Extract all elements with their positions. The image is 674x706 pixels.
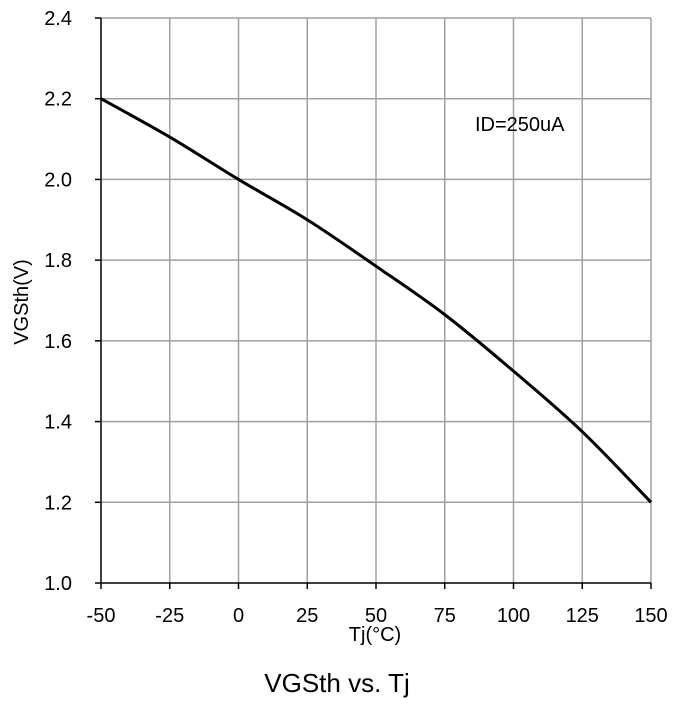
x-tick-label: 50: [365, 605, 387, 627]
series-group: [100, 97, 653, 504]
x-axis-label: Tj(°C): [349, 624, 401, 646]
x-tick-label: 0: [233, 605, 244, 627]
x-tick-labels: -50 -25 0 25 50 75 100 125 150: [87, 605, 668, 627]
chart-title: VGSth vs. Tj: [264, 668, 410, 698]
annotation-label: ID=250uA: [475, 114, 565, 136]
y-axis-label: VGSth(V): [11, 259, 33, 345]
y-tick-label: 1.8: [44, 250, 72, 272]
y-tick-label: 2.4: [44, 8, 72, 30]
y-tick-label: 2.0: [44, 169, 72, 191]
x-tick-label: 125: [566, 605, 599, 627]
y-tick-label: 2.2: [44, 89, 72, 111]
axes: [95, 17, 652, 589]
x-tick-label: -50: [87, 605, 116, 627]
x-tick-label: 100: [497, 605, 530, 627]
y-tick-label: 1.4: [44, 412, 72, 434]
y-tick-label: 1.6: [44, 331, 72, 353]
chart: -50 -25 0 25 50 75 100 125 150 1.0 1.2 1.4 1.6 1.8 2.…: [11, 8, 668, 646]
y-tick-label: 1.2: [44, 492, 72, 514]
y-tick-label: 1.0: [44, 573, 72, 595]
x-tick-label: 25: [296, 605, 318, 627]
series-line: [100, 97, 653, 504]
y-tick-labels: 1.0 1.2 1.4 1.6 1.8 2.0 2.2 2.4: [44, 8, 72, 595]
x-tick-label: -25: [155, 605, 184, 627]
x-tick-label: 75: [434, 605, 456, 627]
grid-lines: [101, 17, 652, 583]
x-tick-label: 150: [634, 605, 667, 627]
